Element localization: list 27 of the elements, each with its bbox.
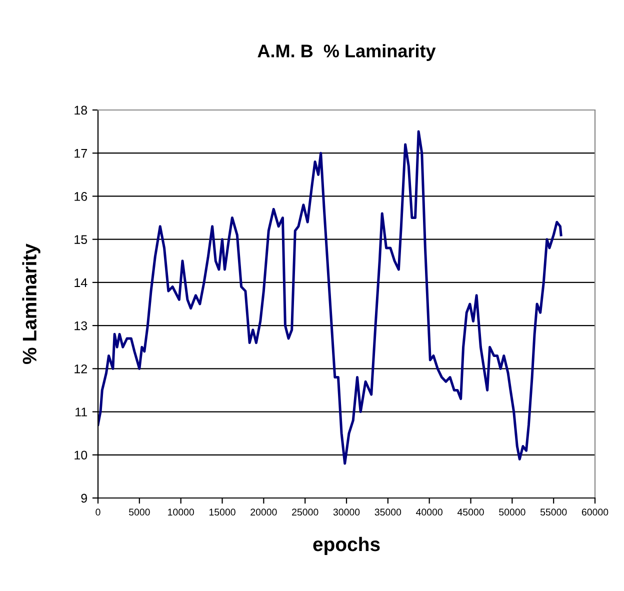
x-tick-label: 35000 bbox=[374, 508, 402, 516]
x-tick-label: 55000 bbox=[540, 508, 567, 516]
y-tick-label: 11 bbox=[76, 408, 87, 416]
y-tick-label: 14 bbox=[74, 278, 88, 287]
x-tick-label: 0 bbox=[96, 508, 100, 516]
y-tick-label: 12 bbox=[74, 364, 87, 374]
x-tick-label: 20000 bbox=[250, 508, 277, 516]
x-tick-label: 10000 bbox=[168, 508, 194, 516]
line-series bbox=[98, 130, 562, 465]
y-tick-label: 18 bbox=[74, 106, 88, 115]
chart-title: A.M. B % Laminarity bbox=[258, 44, 436, 61]
y-axis-title: % Laminarity bbox=[22, 244, 40, 364]
x-tick-label: 15000 bbox=[209, 508, 236, 516]
y-tick-label: 15 bbox=[74, 235, 88, 244]
x-tick-label: 60000 bbox=[582, 508, 608, 516]
x-tick-label: 5000 bbox=[128, 508, 150, 516]
y-tick-label: 13 bbox=[74, 321, 88, 330]
y-tick-label: 10 bbox=[74, 450, 88, 460]
x-tick-label: 40000 bbox=[416, 508, 442, 516]
y-tick-label: 16 bbox=[74, 192, 88, 201]
y-tick-label: 9 bbox=[81, 494, 87, 503]
x-tick-label: 50000 bbox=[499, 508, 526, 516]
y-tick-label: 17 bbox=[74, 149, 87, 158]
x-axis-title: epochs bbox=[313, 536, 380, 556]
x-tick-label: 30000 bbox=[333, 508, 360, 516]
x-tick-label: 45000 bbox=[457, 508, 484, 516]
x-tick-label: 25000 bbox=[292, 508, 318, 516]
